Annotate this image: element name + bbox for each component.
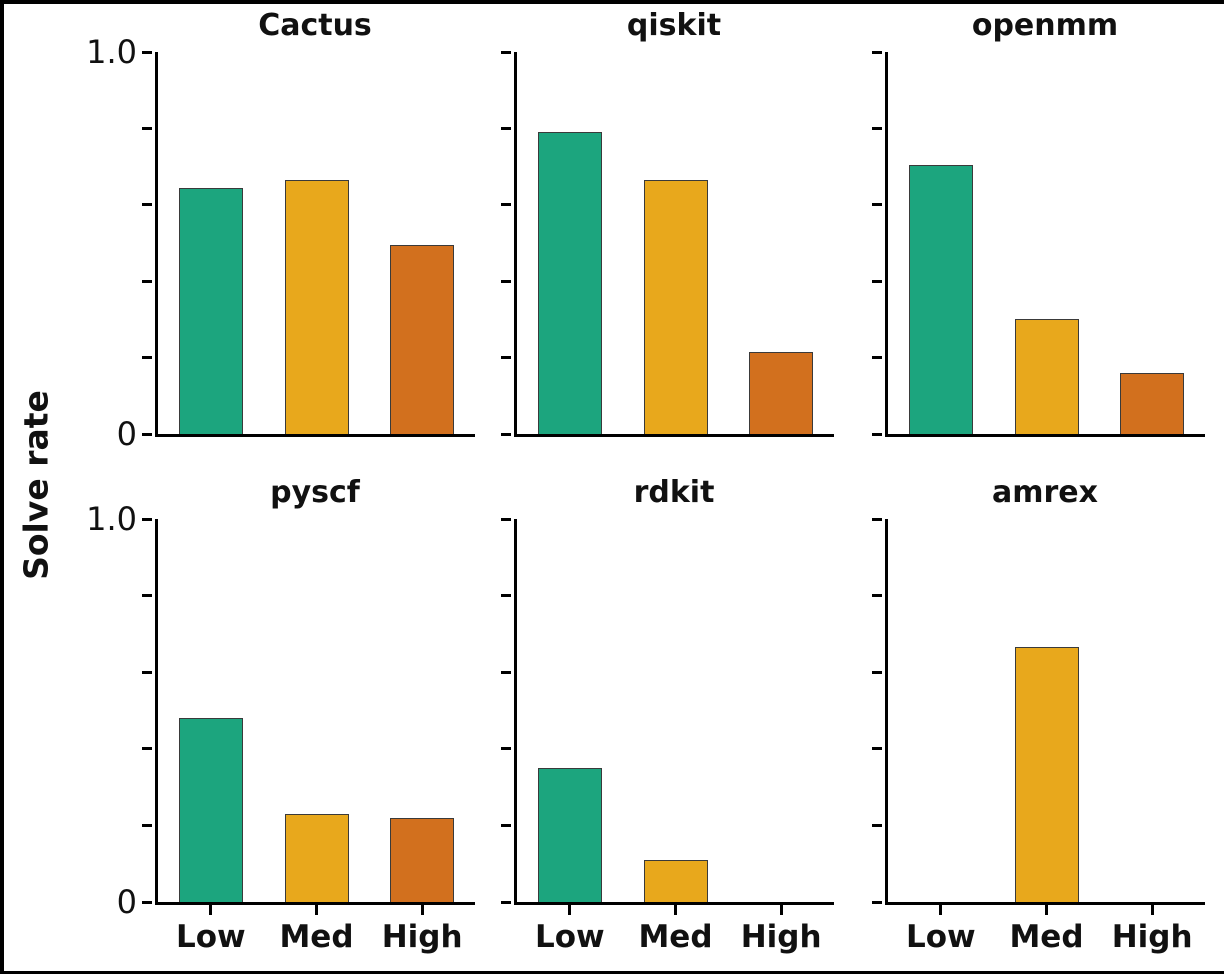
bar-high	[1120, 372, 1185, 434]
x-axis-tick	[1045, 905, 1048, 915]
y-axis-tick	[501, 203, 511, 207]
y-axis-tick	[872, 356, 882, 360]
bar-low	[178, 718, 243, 902]
x-axis-tick	[1150, 905, 1154, 915]
y-axis-tick	[142, 747, 152, 751]
subplot-cactus: Cactus 1.0 0	[86, 8, 475, 453]
x-axis-tick	[674, 905, 677, 915]
y-axis-tick	[142, 50, 152, 54]
y-axis-tick	[872, 279, 882, 283]
x-tick-label-med: Med	[279, 919, 354, 955]
y-axis-tick	[501, 356, 511, 360]
y-axis-tick	[142, 279, 152, 283]
figure-border-left	[0, 0, 4, 974]
y-axis-tick	[872, 203, 882, 207]
x-tick-label-med: Med	[638, 919, 713, 955]
bar-low	[178, 187, 243, 434]
bar-low	[537, 132, 602, 434]
subplot-title: rdkit	[633, 475, 715, 510]
subplot-pyscf: pyscf 1.0 0 Low Med High	[86, 475, 475, 955]
y-axis-tick	[501, 279, 511, 283]
y-tick-label: 0	[116, 883, 137, 921]
bar-med	[284, 179, 349, 434]
y-axis-tick	[872, 747, 882, 751]
subplot-title: openmm	[971, 8, 1119, 43]
bar-med	[1014, 319, 1079, 434]
x-axis-tick	[420, 905, 424, 915]
plot-area	[155, 519, 475, 905]
y-axis-tick	[142, 670, 152, 674]
y-axis-tick	[872, 594, 882, 598]
bar-med	[643, 179, 708, 434]
x-tick-label-high: High	[740, 919, 822, 955]
y-axis-tick	[872, 432, 882, 436]
y-axis-tick	[501, 823, 511, 827]
plot-area	[885, 519, 1205, 905]
x-axis-tick	[209, 905, 213, 915]
plot-area	[885, 52, 1205, 437]
subplot-qiskit: qiskit	[501, 8, 834, 437]
x-tick-label-low: Low	[534, 919, 605, 955]
x-tick-label-high: High	[381, 919, 463, 955]
y-axis-tick	[872, 517, 882, 521]
y-axis-tick	[142, 126, 152, 130]
x-axis-tick	[568, 905, 572, 915]
y-axis-tick	[142, 900, 152, 904]
y-axis-tick	[501, 747, 511, 751]
bar-high	[749, 351, 814, 434]
bar-med	[643, 859, 708, 902]
x-axis-tick	[779, 905, 783, 915]
y-axis-tick	[142, 823, 152, 827]
x-axis-tick	[315, 905, 318, 915]
x-axis-tick	[939, 905, 943, 915]
x-tick-label-low: Low	[905, 919, 976, 955]
bar-low	[537, 767, 602, 902]
y-tick-label: 0	[116, 415, 137, 453]
bar-high	[390, 817, 455, 902]
bar-low	[908, 164, 973, 434]
y-axis-tick	[142, 517, 152, 521]
y-axis-tick	[142, 432, 152, 436]
figure-border-top	[0, 0, 1224, 4]
y-tick-label: 1.0	[86, 33, 137, 71]
plot-area	[514, 52, 834, 437]
y-axis-tick	[501, 517, 511, 521]
y-axis-tick	[872, 900, 882, 904]
subplot-amrex: amrex Low Med High	[872, 475, 1205, 955]
bar-med	[284, 813, 349, 902]
subplot-rdkit: rdkit Low Med High	[501, 475, 834, 955]
y-axis-tick	[142, 356, 152, 360]
plot-area	[514, 519, 834, 905]
y-axis-label: Solve rate	[16, 390, 56, 580]
y-axis-tick	[872, 126, 882, 130]
bar-high	[390, 244, 455, 434]
x-tick-label-low: Low	[175, 919, 246, 955]
bar-med	[1014, 647, 1079, 902]
y-axis-tick	[501, 432, 511, 436]
y-axis-tick	[501, 900, 511, 904]
subplot-title: amrex	[992, 475, 1098, 510]
subplot-openmm: openmm	[872, 8, 1205, 437]
y-axis-tick	[501, 126, 511, 130]
y-axis-tick	[501, 594, 511, 598]
subplot-title: Cactus	[258, 8, 372, 43]
y-axis-tick	[142, 203, 152, 207]
y-axis-tick	[142, 594, 152, 598]
subplot-title: pyscf	[270, 475, 360, 510]
plot-area	[155, 52, 475, 437]
x-tick-label-high: High	[1111, 919, 1193, 955]
y-tick-label: 1.0	[86, 500, 137, 538]
y-axis-tick	[872, 50, 882, 54]
x-tick-label-med: Med	[1009, 919, 1084, 955]
y-axis-tick	[872, 823, 882, 827]
y-axis-tick	[501, 50, 511, 54]
subplot-title: qiskit	[626, 8, 722, 43]
y-axis-tick	[872, 670, 882, 674]
y-axis-tick	[501, 670, 511, 674]
figure-border-bottom	[0, 971, 1224, 974]
